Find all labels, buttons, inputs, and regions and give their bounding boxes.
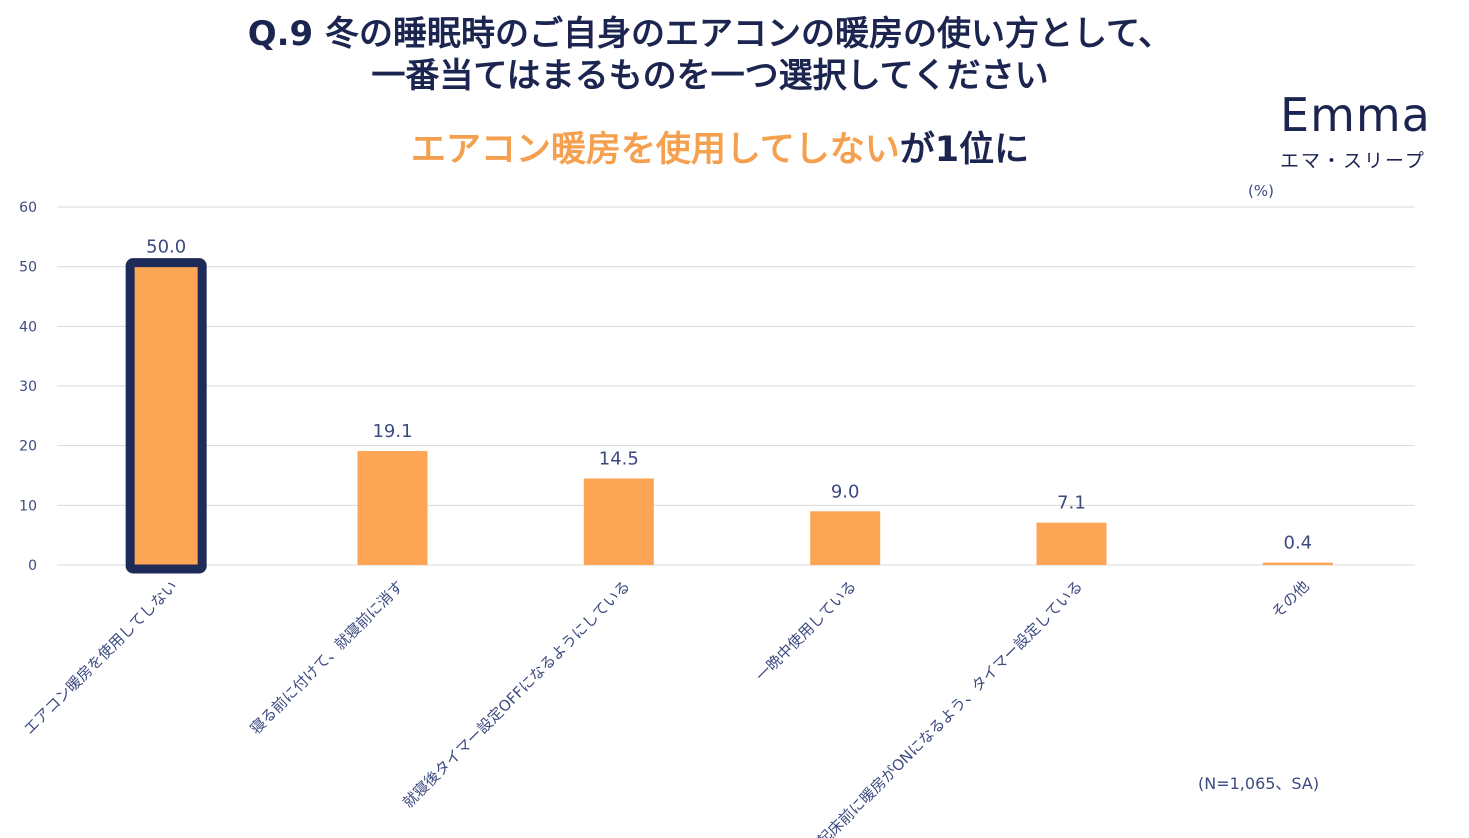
y-tick-label: 60	[19, 200, 37, 216]
logo-subtitle: エマ・スリープ	[1280, 150, 1426, 172]
bar	[1036, 522, 1107, 565]
y-tick-label: 0	[28, 558, 37, 574]
data-label: 50.0	[146, 237, 186, 258]
category-label: その他	[1268, 577, 1313, 622]
category-label: 就寝後タイマー設定OFFになるようにしている	[399, 577, 633, 811]
data-label: 19.1	[372, 421, 412, 442]
brand-logo: Emma エマ・スリープ	[1280, 90, 1450, 173]
bar	[583, 478, 654, 565]
category-label: 寝る前に付けて、就寝前に消す	[247, 577, 408, 738]
category-label: 起床前に暖房がONになるよう、タイマー設定している	[814, 577, 1087, 838]
headline: エアコン暖房を使用してしないが1位に	[0, 128, 1440, 172]
y-tick-label: 40	[19, 319, 37, 335]
category-label: エアコン暖房を使用してしない	[20, 577, 181, 738]
bar	[1262, 562, 1333, 565]
sample-note: (N=1,065、SA)	[1198, 774, 1320, 793]
bar-highlighted	[125, 258, 207, 574]
data-label: 7.1	[1057, 493, 1086, 514]
chart-title-line1: Q.9 冬の睡眠時のご自身のエアコンの暖房の使い方として、	[247, 14, 1173, 54]
chart-title-line2: 一番当てはまるものを一つ選択してください	[371, 56, 1049, 96]
y-tick-label: 20	[19, 439, 37, 455]
headline-highlight: エアコン暖房を使用してしない	[410, 130, 900, 170]
y-tick-label: 50	[19, 260, 37, 276]
data-label: 9.0	[831, 481, 860, 502]
headline-rest: が1位に	[899, 130, 1030, 170]
category-label: 一晩中使用している	[752, 577, 860, 685]
data-label: 14.5	[599, 448, 639, 469]
logo-wordmark: Emma	[1280, 88, 1431, 142]
y-tick-label: 30	[19, 379, 37, 395]
data-label: 0.4	[1284, 533, 1313, 554]
bar	[357, 451, 428, 565]
y-tick-label: 10	[19, 498, 37, 514]
bar	[810, 511, 881, 565]
unit-label: (%)	[1248, 182, 1274, 200]
